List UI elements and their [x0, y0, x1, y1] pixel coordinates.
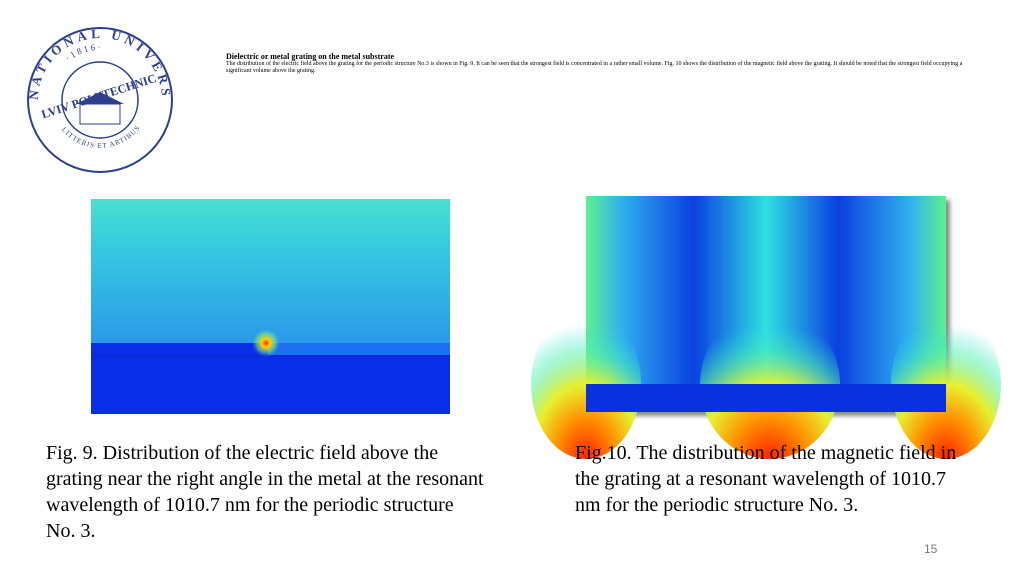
logo-motto: LITTERIS ET ARTIBUS: [60, 124, 141, 150]
figure-caption: Fig. 9. Distribution of the electric fie…: [46, 442, 484, 542]
slide-body: The distribution of the electric field a…: [226, 61, 963, 74]
page-number: 15: [924, 542, 938, 556]
svg-text:LITTERIS ET ARTIBUS: LITTERIS ET ARTIBUS: [60, 124, 142, 150]
figure-10: [531, 196, 1001, 459]
logo: NATIONAL UNIVERSITY · 1 8 1 6 · LVIV POL…: [0, 0, 173, 173]
slide-title: Dielectric or metal grating on the metal…: [226, 52, 395, 61]
figure-caption: Fig.10. The distribution of the magnetic…: [575, 442, 957, 516]
logo-roof: [76, 92, 124, 104]
figure-9: [91, 199, 450, 414]
